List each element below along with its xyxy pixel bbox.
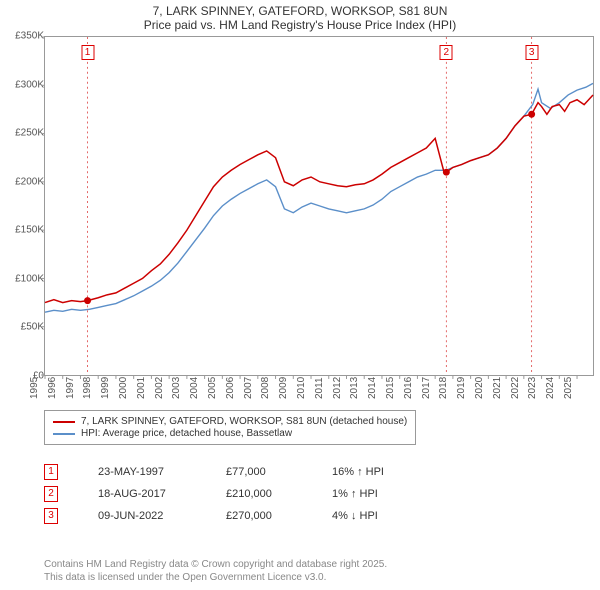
series-price_paid xyxy=(45,95,593,303)
x-tick-label: 2023 xyxy=(527,377,538,399)
x-tick-label: 2000 xyxy=(118,377,129,399)
x-tick-label: 2007 xyxy=(242,377,253,399)
x-tick-label: 2025 xyxy=(563,377,574,399)
x-tick-label: 2021 xyxy=(492,377,503,399)
x-tick-label: 2016 xyxy=(403,377,414,399)
x-tick-label: 2024 xyxy=(545,377,556,399)
x-tick-label: 2015 xyxy=(385,377,396,399)
annotation-badge: 1 xyxy=(44,464,58,480)
x-tick-label: 2018 xyxy=(438,377,449,399)
chart-title-block: 7, LARK SPINNEY, GATEFORD, WORKSOP, S81 … xyxy=(0,0,600,34)
legend: 7, LARK SPINNEY, GATEFORD, WORKSOP, S81 … xyxy=(44,410,416,445)
y-tick-label: £200K xyxy=(0,176,44,187)
x-tick-label: 2009 xyxy=(278,377,289,399)
annotation-price: £270,000 xyxy=(226,510,292,522)
footer-line-2: This data is licensed under the Open Gov… xyxy=(44,572,387,585)
callout-badge: 3 xyxy=(525,45,538,60)
y-tick-label: £150K xyxy=(0,225,44,236)
x-tick-label: 2022 xyxy=(509,377,520,399)
callout-badge: 1 xyxy=(81,45,94,60)
y-tick-label: £250K xyxy=(0,128,44,139)
x-tick-label: 2011 xyxy=(314,377,325,399)
x-tick-label: 2020 xyxy=(474,377,485,399)
legend-item: 7, LARK SPINNEY, GATEFORD, WORKSOP, S81 … xyxy=(53,416,407,427)
x-tick-label: 2012 xyxy=(331,377,342,399)
price-marker xyxy=(84,297,91,304)
x-axis: 1995199619971998199920002001200220032004… xyxy=(44,376,594,404)
annotation-price: £77,000 xyxy=(226,466,292,478)
x-tick-label: 2005 xyxy=(207,377,218,399)
x-tick-label: 2010 xyxy=(296,377,307,399)
y-tick-label: £350K xyxy=(0,31,44,42)
x-tick-label: 2013 xyxy=(349,377,360,399)
chart-title-address: 7, LARK SPINNEY, GATEFORD, WORKSOP, S81 … xyxy=(0,4,600,18)
y-tick-label: £100K xyxy=(0,273,44,284)
chart: £0£50K£100K£150K£200K£250K£300K£350K 123… xyxy=(0,36,600,404)
legend-swatch xyxy=(53,421,75,423)
series-hpi xyxy=(45,83,593,312)
annotation-date: 18-AUG-2017 xyxy=(98,488,186,500)
y-tick-label: £50K xyxy=(0,322,44,333)
price-marker xyxy=(528,111,535,118)
annotation-hpi: 4% ↓ HPI xyxy=(332,510,412,522)
x-tick-label: 2003 xyxy=(171,377,182,399)
annotation-date: 23-MAY-1997 xyxy=(98,466,186,478)
footer-line-1: Contains HM Land Registry data © Crown c… xyxy=(44,559,387,572)
annotation-badge: 2 xyxy=(44,486,58,502)
chart-title-subtitle: Price paid vs. HM Land Registry's House … xyxy=(0,18,600,32)
y-axis: £0£50K£100K£150K£200K£250K£300K£350K xyxy=(0,36,44,376)
x-tick-label: 2019 xyxy=(456,377,467,399)
price-marker xyxy=(443,169,450,176)
x-tick-label: 1999 xyxy=(100,377,111,399)
x-tick-label: 1995 xyxy=(29,377,40,399)
annotation-badge: 3 xyxy=(44,508,58,524)
annotation-row: 1 23-MAY-1997 £77,000 16% ↑ HPI xyxy=(44,464,412,480)
x-tick-label: 2014 xyxy=(367,377,378,399)
annotation-row: 3 09-JUN-2022 £270,000 4% ↓ HPI xyxy=(44,508,412,524)
footer-attribution: Contains HM Land Registry data © Crown c… xyxy=(44,559,387,584)
x-tick-label: 2004 xyxy=(189,377,200,399)
x-tick-label: 1997 xyxy=(64,377,75,399)
legend-label: 7, LARK SPINNEY, GATEFORD, WORKSOP, S81 … xyxy=(81,416,407,427)
legend-label: HPI: Average price, detached house, Bass… xyxy=(81,428,292,439)
x-tick-label: 2006 xyxy=(225,377,236,399)
annotation-price: £210,000 xyxy=(226,488,292,500)
x-tick-label: 2002 xyxy=(153,377,164,399)
annotation-row: 2 18-AUG-2017 £210,000 1% ↑ HPI xyxy=(44,486,412,502)
plot-area: 1 2 3 xyxy=(44,36,594,376)
x-tick-label: 2001 xyxy=(136,377,147,399)
legend-swatch xyxy=(53,433,75,435)
x-tick-label: 2008 xyxy=(260,377,271,399)
annotation-hpi: 1% ↑ HPI xyxy=(332,488,412,500)
callout-badge: 2 xyxy=(440,45,453,60)
x-tick-label: 1996 xyxy=(47,377,58,399)
legend-item: HPI: Average price, detached house, Bass… xyxy=(53,428,407,439)
annotation-date: 09-JUN-2022 xyxy=(98,510,186,522)
annotation-hpi: 16% ↑ HPI xyxy=(332,466,412,478)
y-tick-label: £300K xyxy=(0,79,44,90)
x-tick-label: 1998 xyxy=(82,377,93,399)
x-tick-label: 2017 xyxy=(420,377,431,399)
annotation-table: 1 23-MAY-1997 £77,000 16% ↑ HPI 2 18-AUG-2017… xyxy=(44,458,412,530)
